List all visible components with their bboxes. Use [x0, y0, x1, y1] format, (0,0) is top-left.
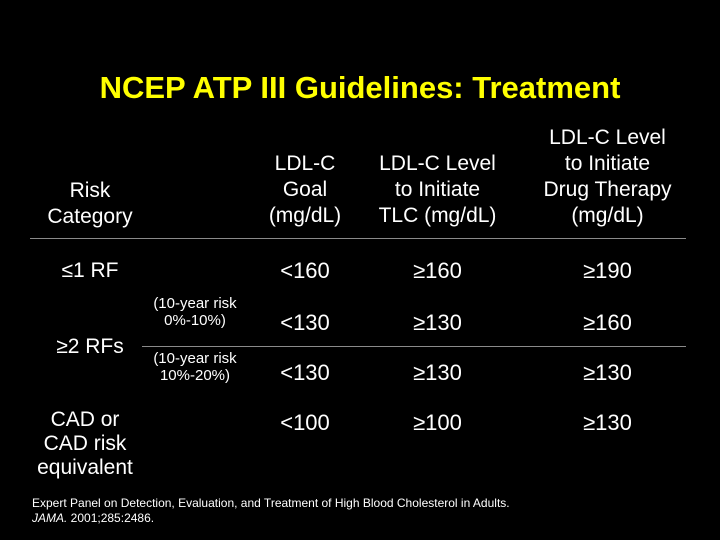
row3-drug: ≥130 [583, 360, 632, 385]
row1-tlc: ≥160 [413, 258, 462, 283]
row4-drug: ≥130 [583, 410, 632, 435]
header-ldl-goal: LDL-C Goal (mg/dL) [268, 152, 342, 227]
citation: Expert Panel on Detection, Evaluation, a… [32, 496, 510, 526]
row4-category: CAD or CAD risk equivalent [37, 408, 133, 479]
row3-goal: <130 [280, 360, 330, 385]
row1-goal: <160 [280, 258, 330, 283]
subrow-divider [142, 346, 686, 347]
slide-title: NCEP ATP III Guidelines: Treatment [99, 70, 621, 105]
row4-tlc: ≥100 [413, 410, 462, 435]
citation-line2: JAMA. 2001;285:2486. [32, 511, 510, 526]
row4-goal: <100 [280, 410, 330, 435]
header-risk-category: Risk Category [47, 179, 133, 228]
row3-note: (10-year risk 10%-20%) [153, 350, 237, 384]
header-ldl-tlc: LDL-C Level to Initiate TLC (mg/dL) [378, 152, 497, 227]
citation-line1: Expert Panel on Detection, Evaluation, a… [32, 496, 510, 510]
citation-journal: JAMA. [32, 511, 68, 525]
row2-drug: ≥160 [583, 310, 632, 335]
header-ldl-drug: LDL-C Level to Initiate Drug Therapy (mg… [543, 126, 672, 227]
row3-tlc: ≥130 [413, 360, 462, 385]
row2-note: (10-year risk 0%-10%) [153, 295, 237, 329]
header-divider [30, 238, 686, 239]
row1-category: ≤1 RF [61, 259, 119, 282]
citation-ref: 2001;285:2486. [67, 511, 155, 525]
row2-tlc: ≥130 [413, 310, 462, 335]
row2-goal: <130 [280, 310, 330, 335]
row1-drug: ≥190 [583, 258, 632, 283]
row2-category: ≥2 RFs [56, 335, 124, 358]
